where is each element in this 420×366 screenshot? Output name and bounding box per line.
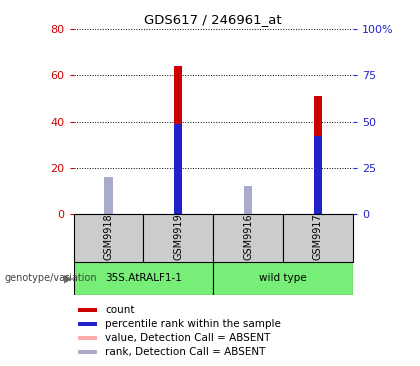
Bar	[78, 308, 97, 311]
Text: GSM9919: GSM9919	[173, 214, 183, 260]
Bar	[314, 96, 322, 214]
Text: count: count	[105, 305, 134, 315]
Bar	[283, 214, 353, 262]
Text: genotype/variation: genotype/variation	[4, 273, 97, 283]
Bar	[244, 193, 252, 214]
Text: ▶: ▶	[64, 273, 72, 283]
Bar	[174, 124, 182, 214]
Bar	[78, 322, 97, 326]
Text: 35S.AtRALF1-1: 35S.AtRALF1-1	[105, 273, 182, 283]
Bar	[78, 336, 97, 340]
Text: GSM9916: GSM9916	[243, 214, 253, 260]
Text: wild type: wild type	[259, 273, 307, 283]
Bar	[104, 177, 113, 214]
Text: GSM9917: GSM9917	[313, 214, 323, 260]
Bar	[174, 66, 182, 214]
Bar	[74, 214, 143, 262]
Text: percentile rank within the sample: percentile rank within the sample	[105, 319, 281, 329]
Text: value, Detection Call = ABSENT: value, Detection Call = ABSENT	[105, 333, 270, 343]
Text: rank, Detection Call = ABSENT: rank, Detection Call = ABSENT	[105, 347, 265, 357]
Bar	[143, 214, 213, 262]
Bar	[244, 186, 252, 214]
Bar	[213, 214, 283, 262]
Bar	[74, 262, 213, 295]
Bar	[213, 262, 353, 295]
Text: GSM9918: GSM9918	[103, 214, 113, 260]
Bar	[314, 137, 322, 214]
Text: GDS617 / 246961_at: GDS617 / 246961_at	[144, 13, 282, 26]
Bar	[104, 177, 113, 214]
Bar	[78, 350, 97, 354]
